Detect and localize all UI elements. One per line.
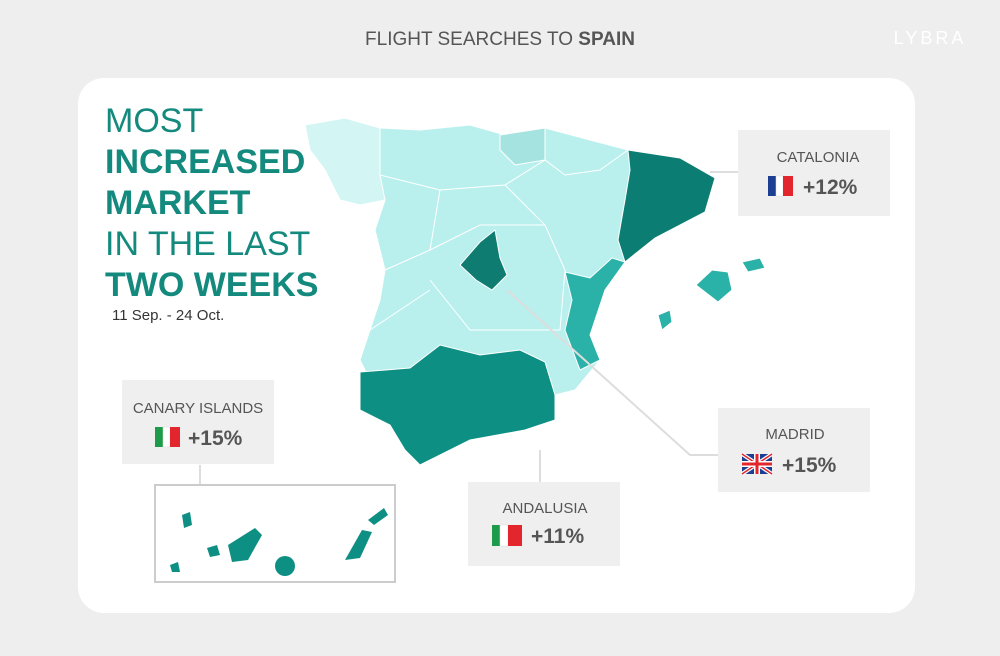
- flag: [768, 176, 776, 196]
- flag: [499, 524, 509, 547]
- island: [228, 528, 262, 562]
- callout-madrid: MADRID +15%: [718, 408, 870, 492]
- island: [207, 545, 220, 557]
- flag: [162, 426, 171, 448]
- flag: [170, 427, 180, 447]
- mallorca: [695, 269, 733, 303]
- callout-box: [468, 482, 620, 566]
- headline-line: TWO WEEKS: [105, 266, 318, 304]
- island: [275, 556, 295, 576]
- connectors: [199, 171, 738, 485]
- flag: [492, 525, 500, 546]
- galicia: [304, 117, 386, 206]
- flag: [742, 454, 772, 474]
- callout-andalusia: ANDALUSIA +11%: [468, 482, 620, 566]
- headline-line: INCREASED: [105, 143, 305, 181]
- canary-islands: [170, 508, 388, 576]
- callout-box: [738, 130, 890, 216]
- headline: MOST INCREASED MARKET IN THE LAST TWO WE…: [105, 102, 318, 324]
- title: FLIGHT SEARCHES TO SPAIN: [365, 29, 635, 50]
- connector: [506, 289, 718, 456]
- flag: [508, 525, 522, 546]
- menorca: [741, 257, 766, 273]
- catalonia: [617, 149, 716, 263]
- title-text: FLIGHT SEARCHES TO: [365, 29, 573, 50]
- ibiza: [657, 309, 673, 331]
- change: +15%: [188, 427, 243, 450]
- callout-canary: CANARY ISLANDS +15%: [122, 380, 274, 464]
- canary-box: [154, 484, 396, 583]
- region-name: CANARY ISLANDS: [133, 400, 263, 417]
- island: [182, 512, 192, 528]
- valencia: [564, 257, 626, 371]
- region-border: [369, 149, 629, 331]
- flag: [155, 427, 163, 447]
- island: [345, 530, 372, 560]
- period: 11 Sep. - 24 Oct.: [112, 307, 224, 324]
- region-name: CATALONIA: [777, 149, 860, 166]
- callout-box: [718, 408, 870, 492]
- callout-box: [122, 380, 274, 464]
- headline-line: MARKET: [105, 184, 251, 222]
- island: [170, 562, 180, 572]
- headline-line: IN THE LAST: [105, 225, 310, 263]
- callout-catalonia: CATALONIA +12%: [738, 130, 890, 216]
- basque: [499, 127, 546, 166]
- title-bold: SPAIN: [578, 29, 635, 50]
- map: [304, 117, 766, 466]
- flag: [775, 175, 784, 197]
- logo: LYBRA: [894, 28, 967, 48]
- change: +12%: [803, 176, 858, 199]
- island: [368, 508, 388, 525]
- change: +15%: [782, 454, 837, 477]
- madrid: [459, 229, 508, 291]
- change: +11%: [531, 525, 584, 548]
- flag: [783, 176, 793, 196]
- headline-line: MOST: [105, 102, 203, 140]
- region-name: ANDALUSIA: [502, 500, 587, 517]
- andalusia: [359, 344, 556, 466]
- region-name: MADRID: [765, 426, 824, 443]
